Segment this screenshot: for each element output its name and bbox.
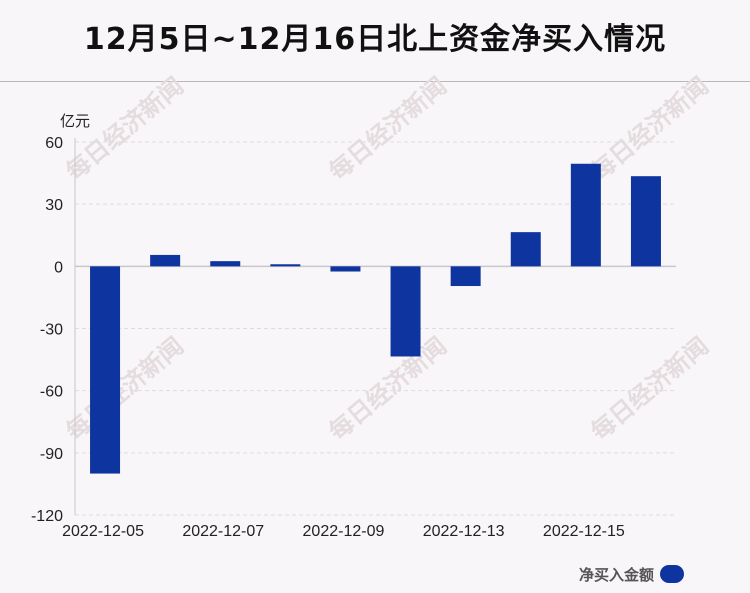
y-tick-label: -120: [31, 508, 63, 525]
bar-2022-12-12: [390, 266, 421, 357]
y-tick-labels: 60 30 0 -30 -60 -90 -120: [31, 135, 63, 525]
y-tick-label: 60: [45, 135, 63, 152]
bar-2022-12-05: [90, 266, 121, 474]
watermark-text: 每日经济新闻: [324, 72, 452, 186]
x-tick-label: 2022-12-15: [543, 523, 625, 540]
x-tick-label: 2022-12-05: [62, 523, 144, 540]
title-divider: [0, 81, 750, 82]
x-tick-label: 2022-12-09: [303, 523, 385, 540]
bars: [90, 163, 661, 474]
watermark-text: 每日经济新闻: [61, 332, 189, 446]
bar-2022-12-08: [270, 264, 301, 267]
bar-2022-12-16: [630, 176, 661, 267]
chart-title: 12月5日~12月16日北上资金净买入情况: [83, 22, 667, 57]
y-unit-label: 亿元: [60, 112, 90, 130]
grid-lines: [75, 141, 676, 516]
legend: 净买入金额: [579, 563, 684, 585]
y-tick-label: 0: [54, 259, 63, 276]
bar-2022-12-14: [510, 232, 541, 267]
legend-label: 净买入金额: [578, 565, 654, 584]
legend-swatch: [660, 565, 684, 583]
bar-2022-12-15: [570, 163, 601, 267]
watermark-text: 每日经济新闻: [586, 332, 714, 446]
bar-2022-12-07: [210, 261, 241, 267]
y-tick-label: -90: [40, 446, 63, 463]
x-tick-label: 2022-12-07: [182, 523, 264, 540]
watermark-text: 每日经济新闻: [586, 72, 714, 186]
bar-2022-12-06: [150, 254, 181, 267]
y-tick-label: 30: [45, 197, 63, 214]
y-tick-label: -30: [40, 322, 63, 339]
watermark-text: 每日经济新闻: [324, 332, 452, 446]
y-tick-label: -60: [40, 384, 63, 401]
x-tick-labels: 2022-12-05 2022-12-07 2022-12-09 2022-12-13…: [62, 523, 625, 540]
bar-2022-12-13: [450, 266, 481, 287]
bar-2022-12-09: [330, 266, 361, 272]
x-tick-label: 2022-12-13: [423, 523, 505, 540]
